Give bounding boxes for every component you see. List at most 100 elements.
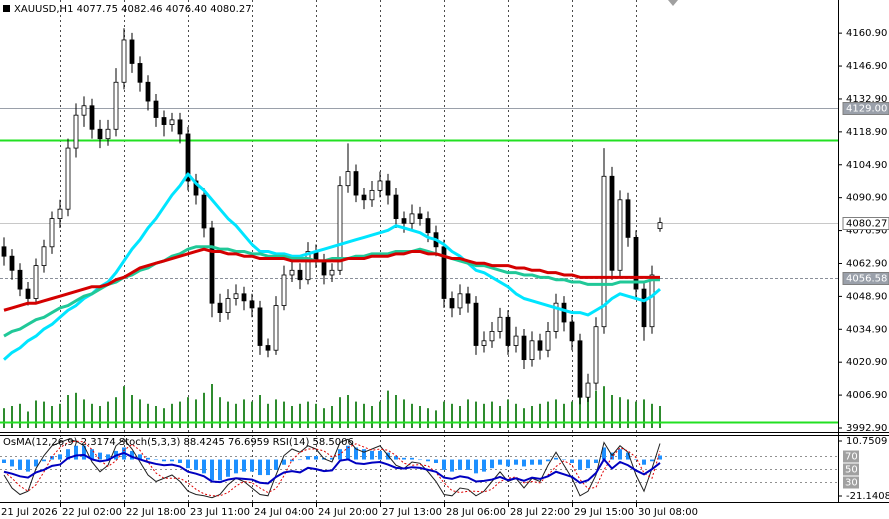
y-tick-label: 4034.90 (846, 324, 887, 335)
volume-bar (43, 401, 45, 428)
osma-bar (242, 459, 246, 472)
osma-bar (98, 452, 102, 460)
volume-bar (459, 406, 461, 428)
osma-bar (314, 456, 318, 460)
candle-body (153, 100, 159, 118)
osma-bar (42, 459, 46, 462)
candle-body (417, 213, 423, 219)
osma-bar (26, 459, 30, 472)
volume-bar (419, 406, 421, 428)
price-label-box (842, 102, 889, 115)
volume-bar (379, 401, 381, 428)
volume-bar (19, 403, 21, 428)
x-tick-label: 29 Jul 15:00 (574, 507, 634, 518)
osma-bar (482, 459, 486, 472)
y-tick-label: 4076.90 (846, 226, 887, 237)
y-tick-label: 4020.90 (846, 357, 887, 368)
candle-body (497, 316, 503, 332)
volume-bar (115, 397, 117, 428)
candle-body (321, 260, 327, 276)
volume-bar (371, 406, 373, 428)
osma-bar (18, 459, 22, 470)
candle-body (337, 185, 343, 271)
price-label-box (842, 217, 889, 230)
candle-body (361, 194, 367, 201)
osma-bar (442, 459, 446, 470)
candle-body (393, 194, 399, 219)
candle-body (57, 208, 63, 219)
osma-bar (410, 457, 414, 460)
level-label-box (843, 476, 859, 489)
osma-bar (298, 459, 302, 461)
candle-body (257, 307, 263, 346)
candle-body (73, 114, 79, 149)
y-tick-label: 50 (845, 465, 858, 476)
volume-bar (339, 397, 341, 428)
osma-bar (290, 459, 294, 462)
price-label-box (842, 272, 889, 285)
candle-body (601, 175, 607, 328)
candle-body (9, 255, 15, 271)
candle-body (33, 265, 39, 299)
candle-body (233, 293, 239, 299)
volume-bar (331, 406, 333, 428)
candle-body (369, 189, 375, 201)
osma-bar (658, 455, 662, 460)
osma-bar (186, 459, 190, 469)
osma-bar (58, 454, 62, 460)
candle-body (265, 345, 271, 351)
osma-bar (218, 459, 222, 481)
y-tick-label: 70 (845, 452, 858, 463)
x-tick-label: 30 Jul 08:00 (638, 507, 698, 518)
volume-bar (51, 406, 53, 428)
volume-bar (427, 408, 429, 428)
volume-bar (627, 399, 629, 428)
osma-bar (178, 459, 182, 463)
osma-bar (10, 459, 14, 467)
candle-body (273, 305, 279, 351)
candle-body (105, 128, 111, 140)
volume-bar (315, 403, 317, 428)
volume-bar (187, 397, 189, 428)
osma-bar (618, 449, 622, 460)
osma-bar (226, 459, 230, 477)
candle-body (537, 340, 543, 351)
candle-body (329, 269, 335, 276)
candle-body (281, 274, 287, 306)
y2-tick-label: -21.1408 (846, 491, 889, 502)
volume-bar (347, 395, 349, 428)
indicator-title: OsMA(12,26,9) 2.3174 Stoch(5,3,3) 88.424… (3, 437, 354, 448)
volume-bar (531, 406, 533, 428)
volume-bar (435, 410, 437, 428)
oscillator-line (3, 438, 661, 499)
candle-body (1, 246, 7, 257)
price-label: 4129.00 (846, 104, 887, 115)
osma-bar (346, 445, 350, 460)
price-label: 4080.27 (846, 219, 887, 230)
candle-body (89, 105, 95, 130)
labels: 21 Jul 2026 22 Jul 02:00 22 Jul 18:00 23 Ju… (1, 28, 889, 518)
candle-body (169, 119, 175, 125)
volume-bar (59, 403, 61, 428)
volume-bar (123, 386, 125, 428)
candle-body (657, 222, 663, 229)
volume-bar (195, 399, 197, 428)
symbol-icon (3, 5, 10, 12)
volume-bar (643, 399, 645, 428)
candle-body (473, 302, 479, 346)
volume-bar (83, 399, 85, 428)
volume-bar (267, 403, 269, 428)
osma-bar (338, 449, 342, 460)
volume-bar (539, 403, 541, 428)
y-tick-label: 4160.90 (846, 28, 887, 39)
volume-bar (307, 401, 309, 428)
candle-body (201, 194, 207, 229)
osma-bar (450, 459, 454, 472)
osma-bar (106, 454, 110, 460)
osma-bar (498, 459, 502, 465)
osma-bar (506, 459, 510, 467)
candle-body (305, 251, 311, 281)
volume-bar (587, 388, 589, 428)
volume-bar (35, 400, 37, 428)
volume-bar (651, 403, 653, 428)
